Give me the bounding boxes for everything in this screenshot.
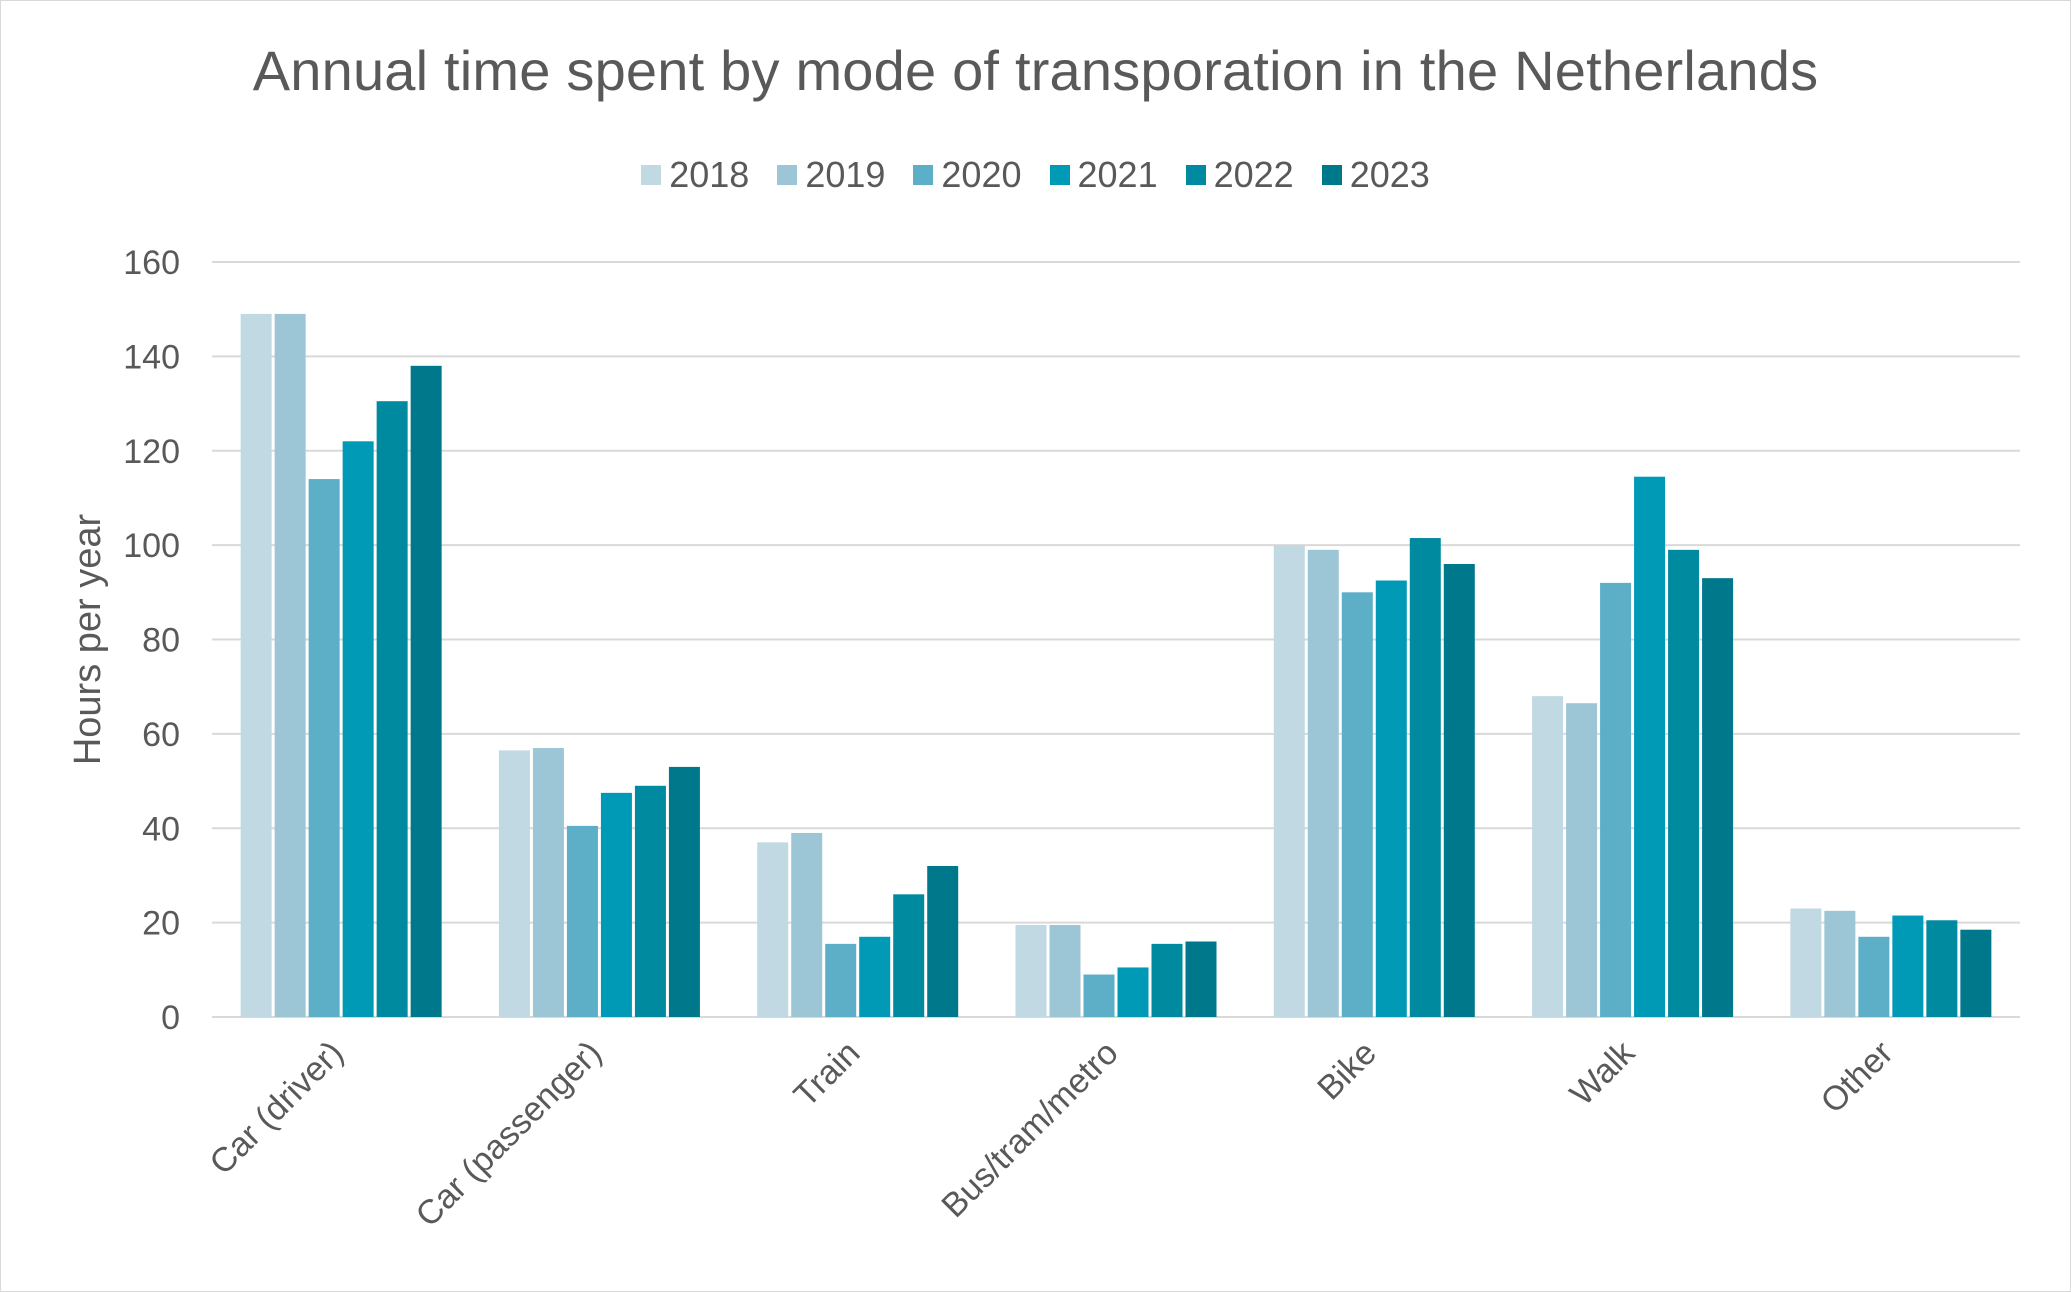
bar-2020: [1858, 936, 1890, 1017]
legend-label: 2019: [805, 154, 886, 195]
bar-2020: [825, 943, 857, 1017]
bar-2021: [600, 792, 632, 1017]
x-tick-label: Walk: [1563, 1033, 1643, 1113]
bar-2023: [668, 766, 700, 1017]
legend-label: 2022: [1213, 154, 1294, 195]
legend-label: 2023: [1349, 154, 1430, 195]
bar-2019: [1049, 924, 1081, 1017]
legend-swatch: [641, 165, 662, 185]
legend-swatch: [913, 165, 934, 185]
y-tick-label: 20: [142, 905, 180, 943]
bar-2018: [1015, 924, 1047, 1017]
bar-2022: [1151, 943, 1183, 1017]
bar-2019: [1566, 703, 1598, 1017]
legend-swatch: [1321, 165, 1342, 185]
x-tick-label: Train: [787, 1034, 868, 1115]
bar-2021: [342, 441, 374, 1017]
bar-2020: [566, 825, 598, 1017]
bar-2019: [1824, 910, 1856, 1017]
y-tick-label: 60: [142, 716, 180, 754]
bar-2019: [532, 748, 564, 1017]
bar-2022: [1409, 538, 1441, 1017]
y-tick-label: 80: [142, 622, 180, 660]
bar-2019: [791, 832, 823, 1017]
legend-item-2020: 2020: [913, 154, 1022, 196]
bar-2022: [376, 401, 408, 1017]
legend-item-2021: 2021: [1049, 154, 1158, 196]
bar-2023: [1960, 929, 1992, 1017]
y-tick-label: 120: [123, 433, 180, 471]
legend-item-2022: 2022: [1185, 154, 1294, 196]
bar-2021: [1117, 967, 1149, 1017]
bar-2021: [1634, 476, 1666, 1017]
bar-2021: [1892, 915, 1924, 1017]
bar-2019: [274, 313, 306, 1017]
bar-2018: [498, 750, 530, 1017]
bar-2018: [240, 313, 272, 1017]
bar-2022: [893, 894, 925, 1017]
y-tick-label: 0: [161, 999, 180, 1037]
bar-2020: [1083, 974, 1115, 1017]
x-tick-label: Car (passenger): [409, 1034, 610, 1235]
bar-2023: [1185, 941, 1217, 1017]
chart-legend: 2018 2019 2020 2021 2022 2023: [0, 154, 2071, 196]
x-tick-label: Car (driver): [202, 1034, 350, 1182]
legend-swatch: [1049, 165, 1070, 185]
x-tick-label: Bus/tram/metro: [934, 1034, 1125, 1225]
bar-2020: [1600, 582, 1632, 1017]
bar-2023: [1443, 564, 1475, 1017]
bar-2022: [634, 785, 666, 1017]
bar-2018: [1273, 545, 1305, 1017]
bar-2021: [1375, 580, 1407, 1017]
bar-2018: [1532, 696, 1564, 1017]
bar-2022: [1926, 920, 1958, 1017]
bar-2018: [757, 842, 789, 1017]
y-tick-label: 140: [123, 338, 180, 376]
legend-label: 2020: [941, 154, 1022, 195]
legend-label: 2021: [1077, 154, 1158, 195]
bar-2023: [410, 365, 442, 1017]
legend-swatch: [1185, 165, 1206, 185]
y-axis-title: Hours per year: [67, 513, 109, 765]
legend-item-2023: 2023: [1321, 154, 1430, 196]
bar-2019: [1307, 549, 1339, 1017]
y-tick-label: 100: [123, 527, 180, 565]
legend-swatch: [777, 165, 798, 185]
legend-item-2019: 2019: [777, 154, 885, 196]
x-tick-label: Other: [1814, 1034, 1901, 1121]
bar-2022: [1668, 549, 1700, 1017]
bar-2023: [1702, 578, 1734, 1017]
legend-item-2018: 2018: [641, 154, 749, 196]
y-tick-label: 40: [142, 810, 180, 848]
chart-title: Annual time spent by mode of transporati…: [252, 39, 1819, 102]
y-tick-label: 160: [123, 244, 180, 282]
bar-2023: [927, 866, 959, 1017]
x-tick-label: Bike: [1310, 1034, 1384, 1108]
bar-2020: [308, 479, 340, 1017]
legend-label: 2018: [669, 154, 750, 195]
bar-2021: [859, 936, 891, 1017]
bar-2018: [1790, 908, 1822, 1017]
bar-2020: [1341, 592, 1373, 1017]
